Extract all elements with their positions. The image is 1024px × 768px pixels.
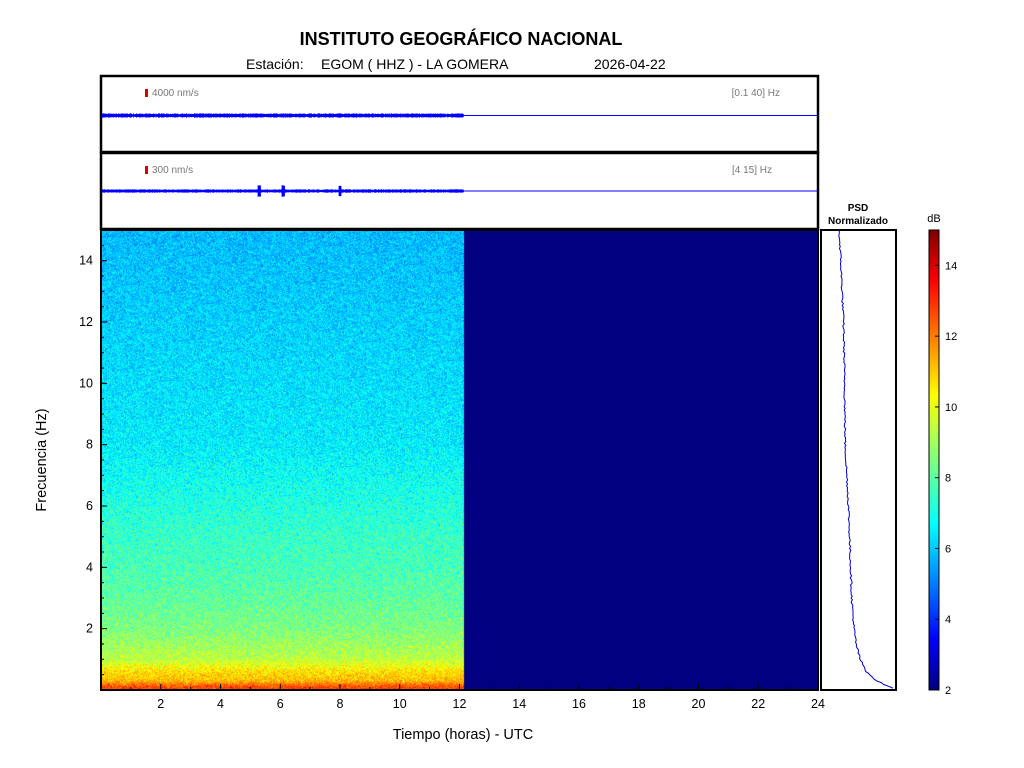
colorbar-tick-label: 8 xyxy=(945,473,951,485)
record-date: 2026-04-22 xyxy=(594,56,666,72)
y-tick-label: 12 xyxy=(79,315,93,329)
x-tick-label: 22 xyxy=(751,697,765,711)
x-tick-label: 10 xyxy=(393,697,407,711)
psd-panel: PSD Normalizado xyxy=(820,203,897,691)
colorbar-tick-label: 6 xyxy=(945,543,951,555)
x-tick-label: 12 xyxy=(453,697,467,711)
y-tick-label: 4 xyxy=(86,560,93,574)
psd-title-line2: Normalizado xyxy=(828,216,888,227)
y-tick-label: 10 xyxy=(79,376,93,390)
trace-2-waveform xyxy=(101,185,817,197)
figure-title: INSTITUTO GEOGRÁFICO NACIONAL xyxy=(300,28,623,49)
x-tick-label: 24 xyxy=(811,697,825,711)
x-tick-label: 6 xyxy=(277,697,284,711)
colorbar-tick-label: 14 xyxy=(945,260,957,272)
x-tick-label: 20 xyxy=(692,697,706,711)
x-tick-label: 8 xyxy=(337,697,344,711)
trace-signal xyxy=(101,185,464,197)
colorbar-tick-label: 4 xyxy=(945,614,951,626)
y-tick-label: 14 xyxy=(79,254,93,268)
colorbar-gradient xyxy=(928,229,940,691)
trace-panel-2: 300 nm/s [4 15] Hz xyxy=(99,151,820,231)
trace-2-band-label: [4 15] Hz xyxy=(732,165,772,176)
trace-2-scale-label: 300 nm/s xyxy=(152,165,193,176)
spectrogram-heatmap xyxy=(101,230,818,690)
y-axis-label: Frecuencia (Hz) xyxy=(34,408,50,511)
x-tick-label: 16 xyxy=(572,697,586,711)
colorbar-unit: dB xyxy=(927,213,940,225)
trace-1-scale-label: 4000 nm/s xyxy=(152,88,199,99)
colorbar-tick-label: 12 xyxy=(945,331,957,343)
trace-1-scale-marker xyxy=(145,89,148,97)
x-tick-label: 2 xyxy=(157,697,164,711)
colorbar-tick-label: 2 xyxy=(945,685,951,697)
trace-panel-1: 4000 nm/s [0.1 40] Hz xyxy=(99,74,820,154)
x-axis-ticks: 2 4 6 8 10 12 14 16 18 20 22 24 xyxy=(130,684,825,711)
trace-2-scale-marker xyxy=(145,166,148,174)
trace-1-band-label: [0.1 40] Hz xyxy=(732,88,780,99)
psd-curve xyxy=(838,229,894,689)
y-axis-ticks: 2 4 6 8 10 12 14 xyxy=(79,244,107,676)
y-tick-label: 2 xyxy=(86,622,93,636)
colorbar-ticks: 2 4 6 8 10 12 14 xyxy=(935,260,957,697)
y-tick-label: 6 xyxy=(86,499,93,513)
x-tick-label: 14 xyxy=(512,697,526,711)
x-tick-label: 18 xyxy=(632,697,646,711)
x-axis-label: Tiempo (horas) - UTC xyxy=(393,727,533,743)
station-name: EGOM ( HHZ ) - LA GOMERA xyxy=(321,56,509,72)
station-prefix: Estación: xyxy=(246,56,304,72)
y-tick-label: 8 xyxy=(86,438,93,452)
psd-frame xyxy=(820,229,897,691)
trace-1-waveform xyxy=(101,113,817,118)
x-tick-label: 4 xyxy=(217,697,224,711)
colorbar: dB 2 4 6 8 10 12 14 xyxy=(927,213,957,697)
psd-title-line1: PSD xyxy=(848,203,869,214)
colorbar-tick-label: 10 xyxy=(945,402,957,414)
trace-signal xyxy=(101,113,464,118)
